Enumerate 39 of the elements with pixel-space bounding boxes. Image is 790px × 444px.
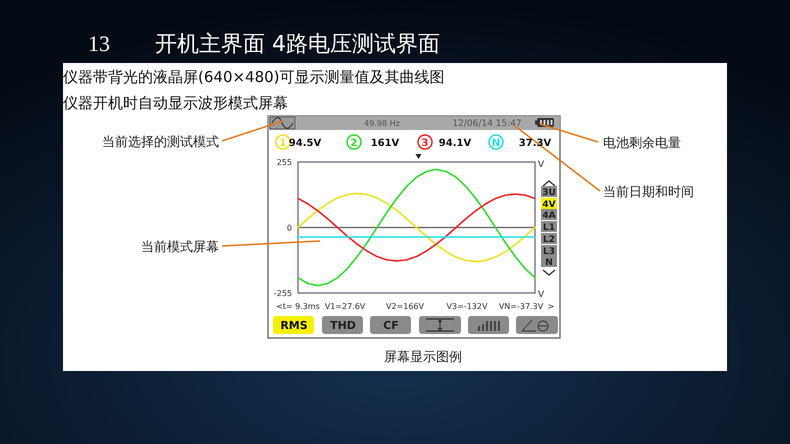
- text: L3: [543, 247, 555, 257]
- y-axis-title: V: [538, 160, 545, 170]
- text: 2: [350, 138, 358, 149]
- text: RMS: [280, 319, 308, 332]
- chart-title: 开机主界面 4路电压测试界面: [155, 32, 440, 57]
- text: 1: [280, 138, 287, 149]
- text: VN=-37.3V: [498, 302, 544, 311]
- text: V1=27.6V: [324, 302, 366, 311]
- text: 当前日期和时间: [603, 185, 694, 200]
- text: CF: [383, 319, 399, 332]
- text: 4V: [542, 200, 556, 210]
- text: L2: [543, 235, 555, 245]
- text: 屏幕显示图例: [384, 350, 462, 365]
- text: <t= 9.3ms: [276, 302, 320, 311]
- y-tick-label: 255: [276, 158, 292, 167]
- text: N: [545, 258, 553, 268]
- text: 3: [422, 138, 429, 149]
- text: 94.1V: [438, 138, 472, 149]
- text: 49.98 Hz: [364, 119, 400, 128]
- text: 13: [88, 31, 110, 56]
- text: 仪器开机时自动显示波形模式屏幕: [63, 94, 288, 112]
- line-series: [297, 168, 536, 286]
- text: 3U: [542, 188, 556, 198]
- text: >: [548, 302, 554, 311]
- text: L1: [543, 223, 555, 233]
- text: V2=166V: [386, 302, 425, 311]
- y-tick-label: -255: [274, 289, 292, 298]
- y-tick-label: 0: [286, 224, 292, 232]
- text: 12/06/14 15:47: [452, 119, 522, 129]
- text: V: [538, 290, 544, 300]
- text: 当前模式屏幕: [141, 240, 219, 255]
- text: THD: [330, 319, 356, 332]
- text: 电池剩余电量: [603, 136, 681, 151]
- text: 当前选择的测试模式: [102, 135, 219, 150]
- text: 161V: [370, 138, 400, 149]
- text: N: [492, 138, 500, 149]
- chart-subtitle: 仪器带背光的液晶屏(640×480)可显示测量值及其曲线图: [63, 68, 445, 86]
- text: V3=-132V: [446, 302, 488, 311]
- text: 4A: [542, 211, 556, 221]
